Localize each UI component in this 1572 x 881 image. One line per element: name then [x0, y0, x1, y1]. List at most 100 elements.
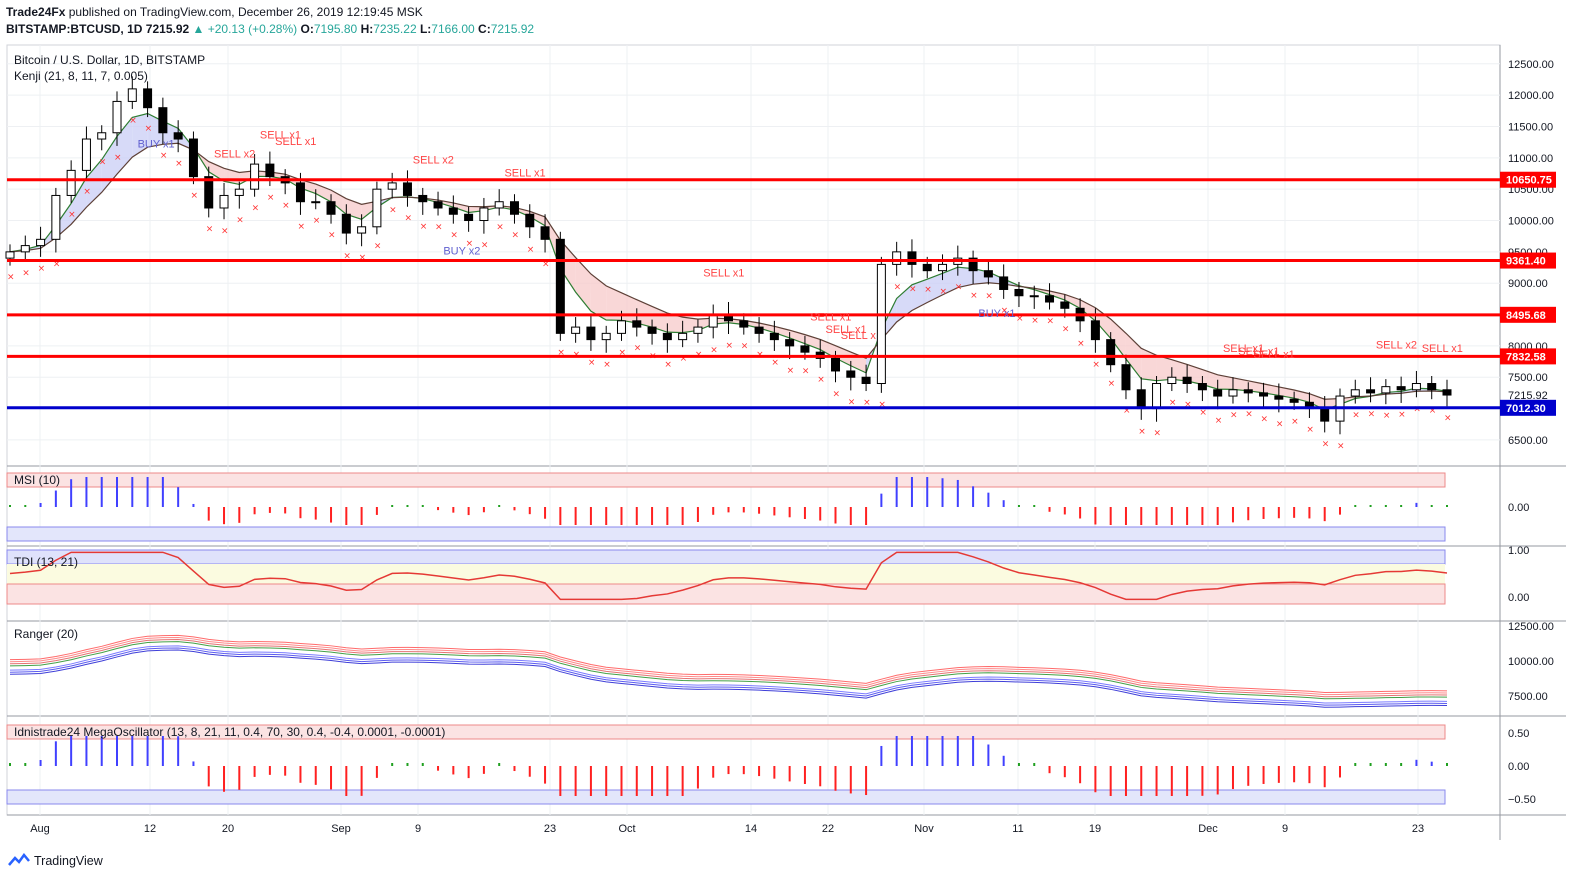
- candle-body: [662, 332, 672, 341]
- candle-body: [800, 345, 810, 353]
- msi-tick-label: 0.00: [1508, 502, 1529, 514]
- signal-cross-marker: ×: [1123, 406, 1131, 416]
- signal-cross-marker: ×: [985, 291, 993, 301]
- signal-cross-marker: ×: [389, 206, 397, 216]
- candle-body: [357, 226, 367, 234]
- chart-header: Trade24Fx published on TradingView.com, …: [6, 4, 1566, 38]
- signal-cross-marker: ×: [359, 253, 367, 263]
- symbol-label: BITSTAMP:BTCUSD, 1D: [6, 22, 143, 36]
- time-tick-label: 23: [1412, 823, 1424, 835]
- signal-cross-marker: ×: [802, 367, 810, 377]
- ribbon-segment: [117, 117, 133, 175]
- candle-body: [1136, 389, 1146, 410]
- signal-cross-marker: ×: [1261, 414, 1269, 424]
- candle-body: [831, 357, 841, 372]
- candle-body: [204, 176, 214, 209]
- candle-body: [402, 182, 412, 196]
- signal-cross-marker: ×: [940, 287, 948, 297]
- signal-cross-marker: ×: [1429, 406, 1437, 416]
- signal-cross-marker: ×: [1138, 427, 1146, 437]
- candle-body: [876, 263, 886, 385]
- ribbon-segment: [820, 339, 836, 359]
- tdi-line: [9, 551, 1448, 601]
- publisher-name[interactable]: Trade24Fx: [6, 5, 66, 19]
- ribbon-segment: [1110, 319, 1126, 359]
- level-price-tag: [1500, 306, 1556, 323]
- candle-body: [326, 201, 336, 215]
- trade-signal-label: SELL x1: [260, 130, 301, 142]
- signal-cross-marker: ×: [481, 241, 489, 251]
- signal-cross-marker: ×: [1092, 360, 1100, 370]
- trade-signal-label: SELL x1: [504, 167, 545, 179]
- ribbon-segment: [927, 273, 943, 303]
- chart-canvas[interactable]: 12500.0012000.0011500.0011000.0010500.00…: [0, 40, 1572, 846]
- signal-cross-marker: ×: [1215, 416, 1223, 426]
- tdi-tick-label: 1.00: [1508, 545, 1529, 557]
- candle-body: [571, 326, 581, 334]
- candle-body: [1167, 376, 1177, 385]
- signal-cross-marker: ×: [1031, 316, 1039, 326]
- signal-cross-marker: ×: [695, 350, 703, 360]
- ranger-band-line: [9, 641, 1448, 700]
- signal-cross-marker: ×: [894, 283, 902, 293]
- candle-body: [265, 163, 275, 178]
- signal-cross-marker: ×: [1322, 439, 1330, 449]
- candle-body: [586, 326, 596, 341]
- time-tick-label: 12: [144, 823, 156, 835]
- signal-cross-marker: ×: [726, 341, 734, 351]
- ranger-tick-label: 10000.00: [1508, 656, 1554, 668]
- level-price-tag: [1500, 399, 1556, 416]
- candle-body: [143, 88, 153, 109]
- trade-signal-label: BUY x2: [443, 245, 480, 257]
- ranger-band-line: [9, 636, 1448, 696]
- price-tick-label: 6500.00: [1508, 435, 1548, 447]
- candle-body: [448, 207, 458, 215]
- tdi-pane-title: TDI (13, 21): [14, 555, 78, 569]
- time-tick-label: 9: [1282, 823, 1288, 835]
- brand-name: TradingView: [34, 854, 103, 868]
- signal-cross-marker: ×: [680, 354, 688, 364]
- trade-signal-label: SELL x1: [810, 311, 851, 323]
- level-price-tag: [1500, 348, 1556, 365]
- time-tick-label: 22: [822, 823, 834, 835]
- candle-body: [846, 370, 856, 378]
- candle-body: [1121, 364, 1131, 391]
- candle-body: [479, 207, 489, 222]
- candle-body: [295, 182, 305, 203]
- signal-cross-marker: ×: [664, 360, 672, 370]
- signal-cross-marker: ×: [1352, 411, 1360, 421]
- signal-cross-marker: ×: [878, 400, 886, 410]
- signal-cross-marker: ×: [450, 231, 458, 241]
- signal-cross-marker: ×: [99, 157, 107, 167]
- signal-cross-marker: ×: [588, 358, 596, 368]
- candle-body: [708, 314, 718, 328]
- ribbon-segment: [957, 267, 974, 288]
- signal-cross-marker: ×: [145, 124, 153, 134]
- ribbon-segment: [667, 313, 683, 333]
- candle-body: [234, 188, 244, 196]
- signal-cross-marker: ×: [221, 226, 229, 236]
- trade-signal-label: BUY x1: [978, 308, 1015, 320]
- signal-cross-marker: ×: [252, 204, 260, 214]
- trade-signal-label: SELL x1: [1223, 343, 1264, 355]
- close-value: 7215.92: [490, 22, 535, 36]
- signal-cross-marker: ×: [1444, 413, 1452, 423]
- signal-cross-marker: ×: [511, 231, 519, 241]
- ohlc-line: BITSTAMP:BTCUSD, 1D 7215.92 ▲ +20.13 (+0…: [6, 21, 1566, 38]
- signal-cross-marker: ×: [1199, 408, 1207, 418]
- mega-upper-band: [6, 724, 1446, 740]
- price-tick-label: 10000.00: [1508, 216, 1554, 228]
- tradingview-footer[interactable]: TradingView: [8, 850, 103, 872]
- candle-body: [785, 339, 795, 347]
- signal-cross-marker: ×: [53, 259, 61, 269]
- candle-body: [372, 188, 382, 228]
- candle-body: [999, 276, 1009, 290]
- open-label: O:: [300, 22, 314, 36]
- candle-body: [464, 213, 474, 222]
- signal-cross-marker: ×: [955, 283, 963, 293]
- signal-cross-marker: ×: [771, 358, 779, 368]
- signal-cross-marker: ×: [1047, 317, 1055, 327]
- candle-body: [36, 238, 46, 247]
- candle-body: [1427, 383, 1437, 391]
- signal-cross-marker: ×: [343, 251, 351, 261]
